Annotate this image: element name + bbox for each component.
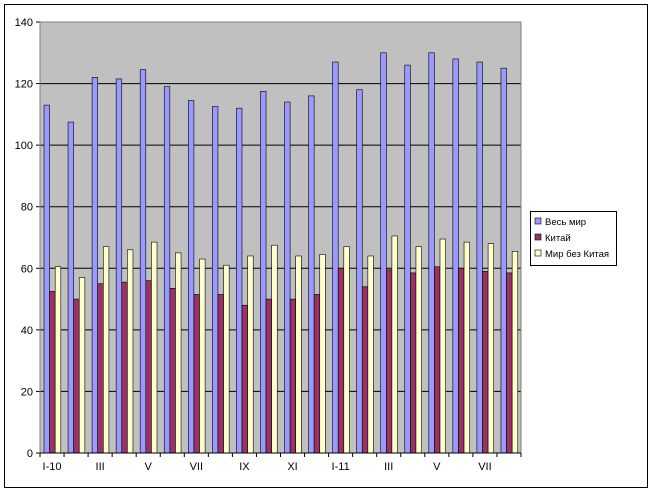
y-tick-label: 100 <box>15 140 33 152</box>
bar-world-ex-china <box>199 258 206 454</box>
x-tick-label: IX <box>239 461 250 473</box>
bar-china <box>482 271 489 454</box>
bar-world-ex-china <box>247 255 254 454</box>
legend-box <box>530 211 617 266</box>
bar-china <box>337 267 345 454</box>
legend-swatch <box>534 217 542 225</box>
bar-world <box>428 52 435 454</box>
bar-china <box>217 294 224 454</box>
bar-china <box>289 298 297 454</box>
bar-world <box>380 52 387 454</box>
legend-swatch <box>534 249 542 257</box>
y-tick-label: 20 <box>21 386 33 398</box>
bar-world <box>43 104 50 454</box>
x-tick-label: III <box>384 461 393 473</box>
bar-world <box>188 100 195 454</box>
legend-label: Мир без Китая <box>545 249 609 260</box>
bar-china <box>361 286 369 454</box>
bar-world <box>284 101 291 454</box>
x-tick-label: VII <box>478 461 491 473</box>
bar-china <box>169 287 176 454</box>
x-tick-label: VII <box>190 461 203 473</box>
bar-china <box>73 298 80 454</box>
bar-world <box>260 90 267 454</box>
plot-area <box>40 22 521 453</box>
bar-world-ex-china <box>367 255 374 454</box>
bar-world-ex-china <box>103 246 110 454</box>
bar-world-ex-china <box>295 255 302 454</box>
x-tick-label: I-11 <box>332 461 350 473</box>
bar-world-ex-china <box>223 264 230 454</box>
bar-world <box>91 77 98 454</box>
bar-china <box>265 298 272 454</box>
y-tick-label: 80 <box>21 202 33 214</box>
bar-china <box>410 272 417 454</box>
legend-label: Китай <box>545 233 571 244</box>
x-tick-label: V <box>433 461 441 473</box>
bar-world-ex-china <box>391 235 398 454</box>
bar-world <box>236 107 243 454</box>
bar-china <box>458 267 465 454</box>
bar-world-ex-china <box>78 277 86 454</box>
bar-world-ex-china <box>343 246 350 454</box>
bar-world-ex-china <box>319 254 326 454</box>
bar-world <box>476 61 483 454</box>
bar-world <box>332 61 339 454</box>
bar-china <box>97 283 104 454</box>
x-tick-label: III <box>96 461 105 473</box>
bar-world-ex-china <box>511 251 519 454</box>
x-tick-label: V <box>145 461 153 473</box>
bar-world <box>452 58 459 454</box>
bar-china <box>434 266 441 454</box>
y-tick-label: 140 <box>15 17 33 29</box>
bar-world <box>212 106 219 454</box>
y-tick-label: 0 <box>27 448 33 460</box>
x-tick-label: I-10 <box>43 461 62 473</box>
bar-world <box>67 121 74 454</box>
bar-china <box>506 272 513 454</box>
y-tick-label: 60 <box>21 263 33 275</box>
bar-world-ex-china <box>151 241 158 454</box>
y-tick-label: 120 <box>15 79 33 91</box>
bar-world-ex-china <box>54 266 62 454</box>
bar-world-ex-china <box>463 241 470 454</box>
bar-world-ex-china <box>127 249 134 454</box>
bar-china <box>313 294 321 454</box>
y-tick-label: 40 <box>21 325 33 337</box>
bar-china <box>49 291 56 454</box>
x-tick-label: XI <box>287 461 297 473</box>
legend-label: Весь мир <box>545 217 586 228</box>
bar-world <box>404 64 411 454</box>
bar-world-ex-china <box>439 238 446 454</box>
legend-swatch <box>534 233 542 241</box>
bar-world-ex-china <box>175 252 182 454</box>
bar-world-ex-china <box>271 244 278 454</box>
bar-world <box>115 78 123 454</box>
bar-world <box>163 86 171 454</box>
bar-china <box>241 304 248 454</box>
bar-world <box>139 69 147 454</box>
bar-china <box>193 294 200 454</box>
bar-world-ex-china <box>415 246 422 454</box>
bar-world-ex-china <box>487 243 495 454</box>
bar-world <box>500 67 507 454</box>
bar-world <box>308 95 315 454</box>
bar-china <box>145 280 152 454</box>
bar-china <box>121 281 128 454</box>
bar-china <box>385 269 393 454</box>
bar-world <box>356 89 363 454</box>
